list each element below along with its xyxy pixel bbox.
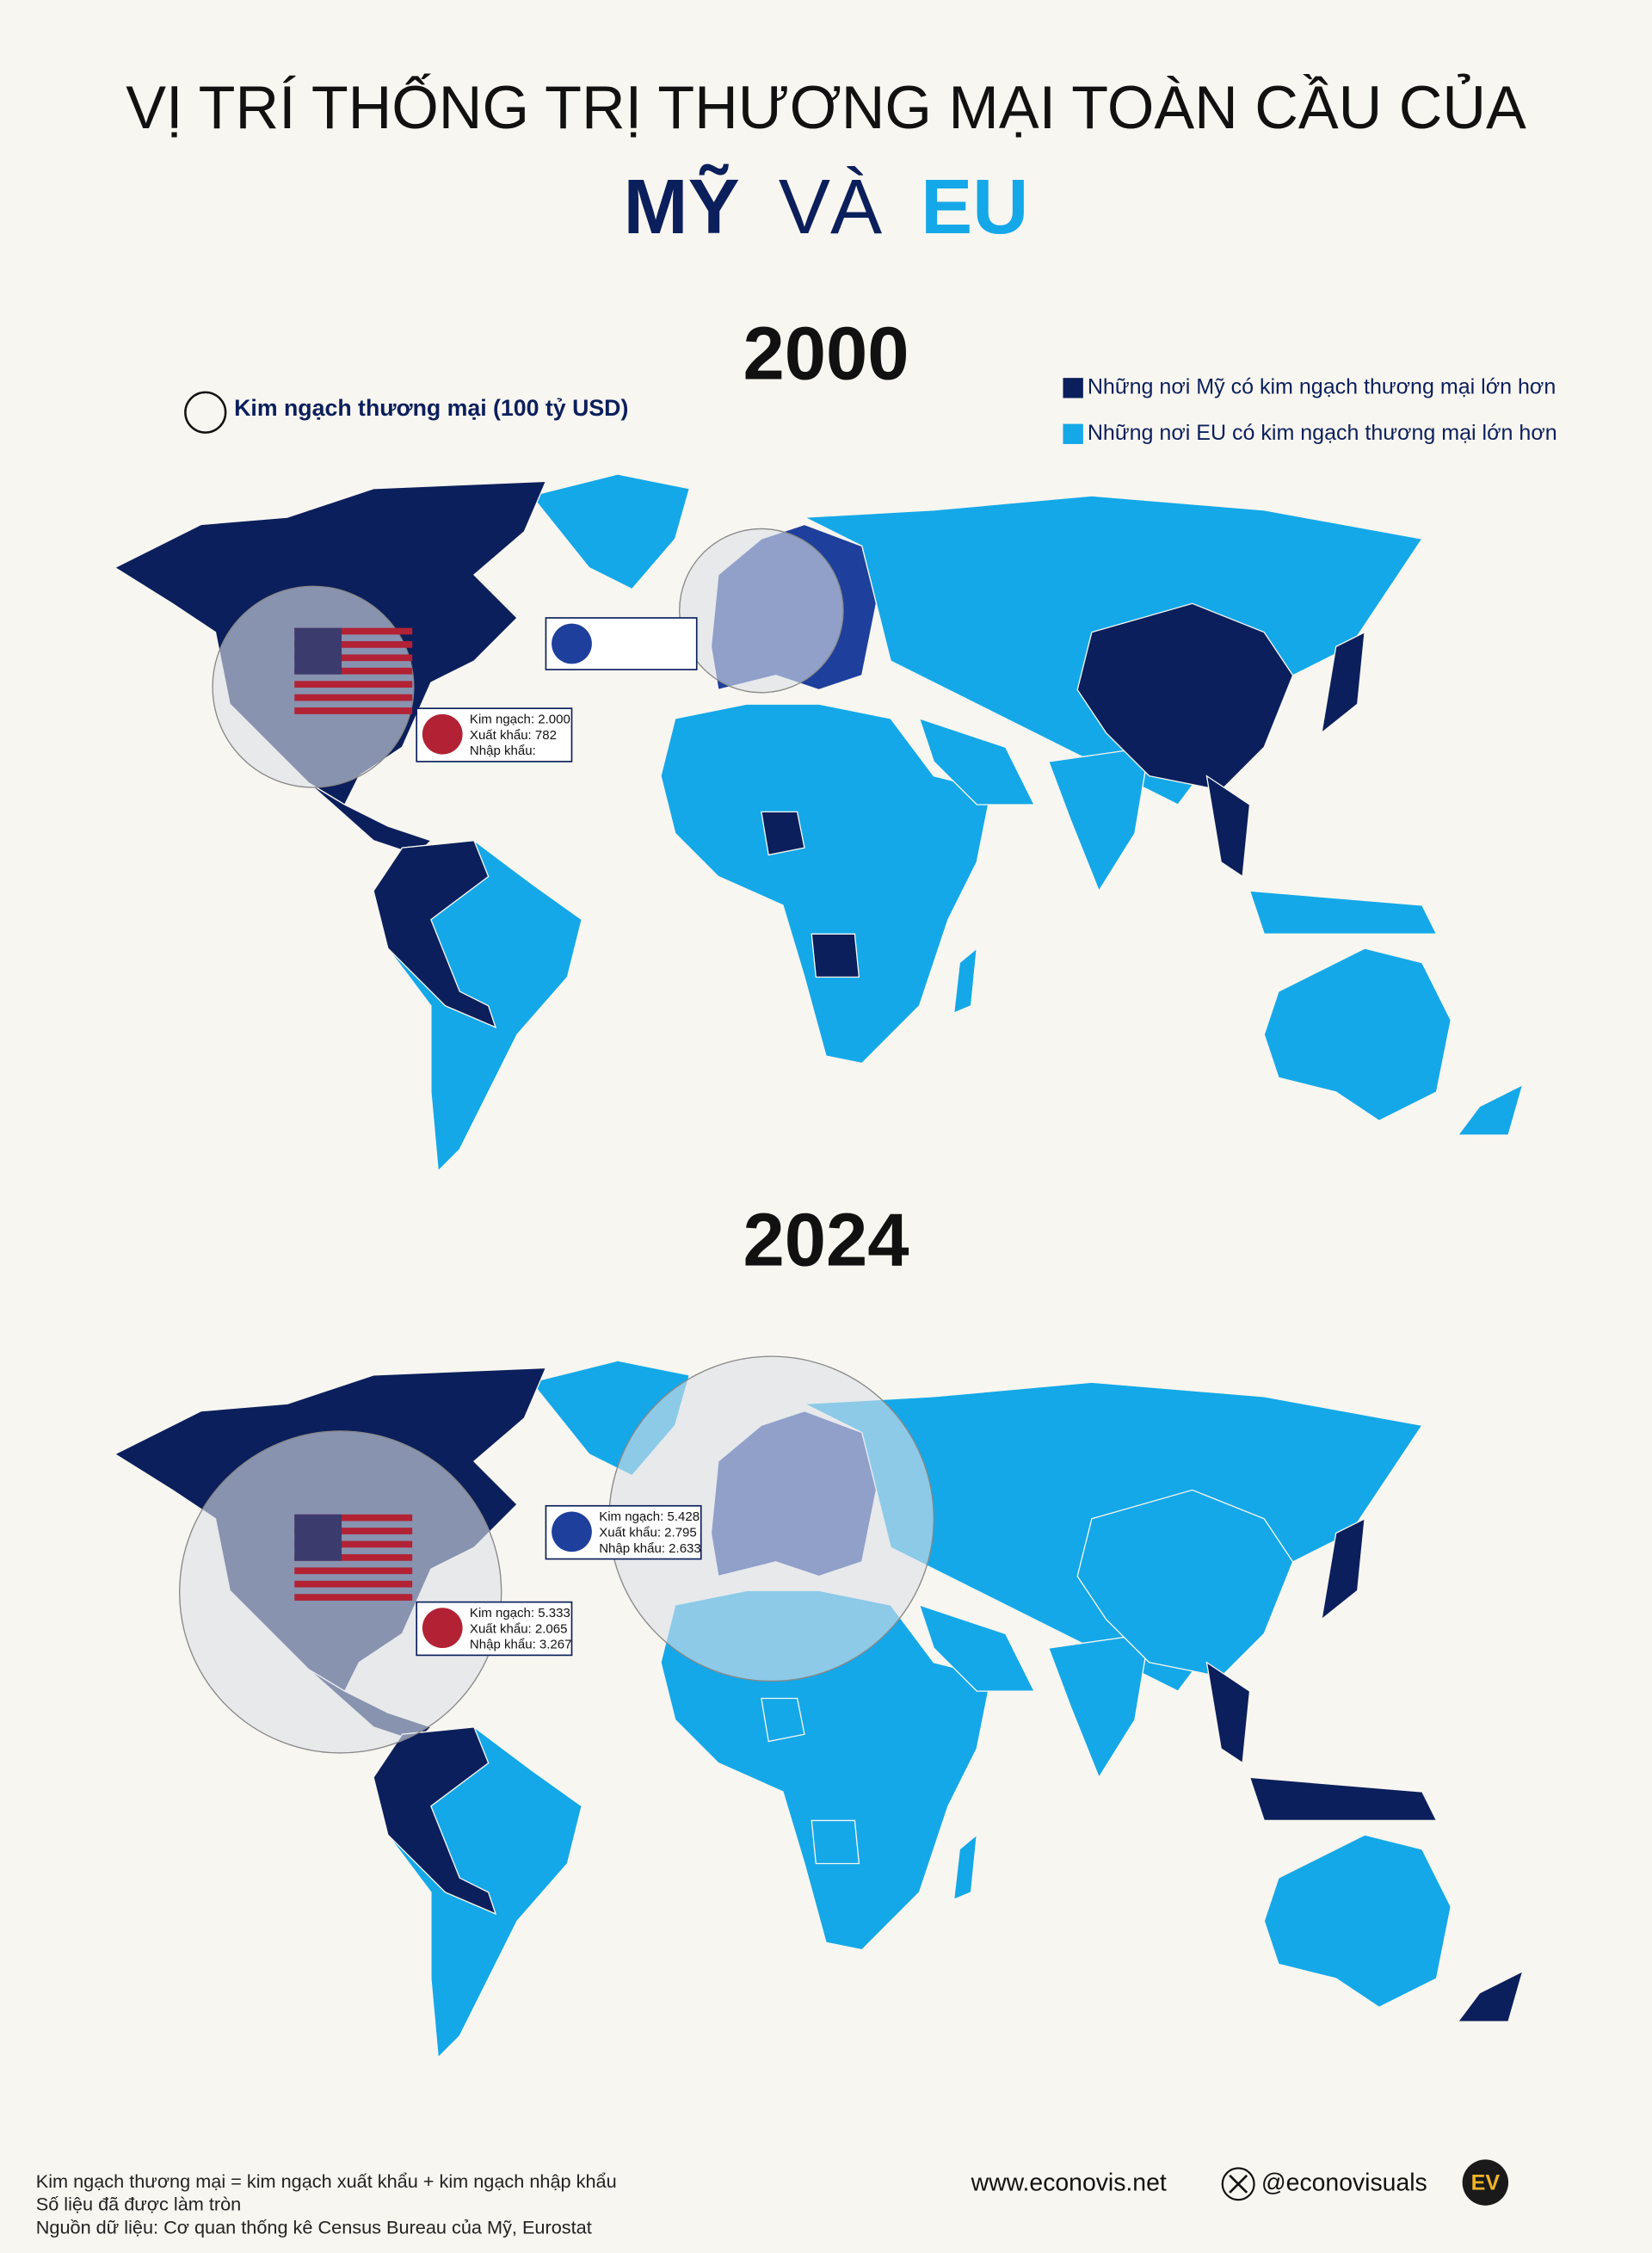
flag-stripe [294, 1540, 413, 1548]
flag-stripe [294, 681, 413, 688]
info-flag [422, 1608, 463, 1649]
title-us: MỸ [624, 164, 740, 250]
country-group [761, 1697, 805, 1743]
country-group [761, 811, 805, 856]
legend-us: Những nơi Mỹ có kim ngạch thương mại lớn… [1088, 374, 1556, 398]
country-group [1321, 1517, 1365, 1621]
eu-flag [552, 623, 592, 664]
flag-stripe [294, 641, 413, 648]
info-line: Xuất khẩu: 2.795 [599, 1525, 697, 1540]
flag-stripe [294, 1528, 413, 1534]
x-icon-mark [1229, 2174, 1248, 2194]
country-group [1076, 1489, 1294, 1678]
flag-stripe [294, 707, 413, 714]
trade-circle [179, 1430, 502, 1754]
country-group [811, 933, 860, 978]
flag-stripe [294, 1567, 413, 1575]
note: Số liệu đã được làm tròn [36, 2194, 242, 2215]
flag-stripe [294, 1554, 413, 1561]
country-group [1248, 1776, 1438, 1822]
flag-stripe [294, 654, 413, 662]
country-group [1248, 890, 1438, 935]
info-line: Nhập khẩu: 2.633 [599, 1541, 701, 1556]
country-group [918, 717, 1036, 806]
size-legend-circle [184, 391, 227, 434]
country-group [660, 703, 992, 1065]
country-group [1263, 1834, 1452, 2009]
country-group [373, 840, 497, 1028]
flag-canton [294, 627, 342, 675]
flag-stripe [294, 627, 413, 635]
country-group [373, 1726, 497, 1916]
size-legend: Kim ngạch thương mại (100 tỷ USD) [234, 395, 628, 421]
flag-stripe [294, 1580, 413, 1588]
country-group [1457, 1970, 1524, 2022]
flag-stripe [294, 1594, 413, 1601]
legend-swatch-eu [1063, 423, 1083, 444]
flag-stripe [294, 1514, 413, 1522]
country-group [1263, 947, 1452, 1122]
flag-stripe [294, 694, 413, 701]
info-line: Kim ngạch: 5.333 [470, 1606, 570, 1620]
year: 2000 [743, 312, 909, 395]
flag-stripe [294, 667, 413, 675]
country-group [918, 1603, 1036, 1692]
note: Kim ngạch thương mại = kim ngạch xuất kh… [36, 2170, 617, 2192]
legend-swatch-us [1063, 378, 1083, 398]
title-eu: EU [921, 164, 1028, 250]
country-group [1457, 1083, 1524, 1136]
country-group [1076, 602, 1294, 792]
country-group [811, 1819, 860, 1865]
info-line: Nhập khẩu: [470, 744, 536, 758]
country-group [952, 1833, 978, 1901]
handle: @econovisuals [1261, 2169, 1427, 2196]
footer-notes: Kim ngạch thương mại = kim ngạch xuất kh… [36, 2170, 617, 2238]
country-group [308, 782, 433, 856]
flag-canton [294, 1514, 342, 1561]
map-regions [114, 473, 1524, 1173]
country-group [1205, 775, 1251, 878]
country-group [1321, 631, 1365, 735]
title-and: VÀ [779, 164, 882, 250]
info-flag [552, 1511, 592, 1552]
year: 2024 [743, 1199, 909, 1282]
legend-eu: Những nơi EU có kim ngạch thương mại lớn… [1088, 421, 1557, 445]
trade-circle [679, 528, 844, 694]
info-line: Xuất khẩu: 2.065 [470, 1621, 568, 1636]
info-line: Nhập khẩu: 3.267 [470, 1638, 572, 1652]
country-group [952, 947, 978, 1015]
website: www.econovis.net [971, 2169, 1167, 2196]
info-flag [422, 713, 463, 755]
note: Nguồn dữ liệu: Cơ quan thống kê Census B… [36, 2216, 592, 2238]
title-line2: MỸ VÀ EU [624, 164, 1029, 250]
logo: EV [1471, 2170, 1501, 2194]
info-line: Xuất khẩu: 782 [470, 728, 557, 743]
info-line: Kim ngạch: 2.000 [470, 712, 570, 726]
title-line1: VỊ TRÍ THỐNG TRỊ THƯƠNG MẠI TOÀN CẦU CỦA [126, 73, 1526, 141]
logo-bg [1462, 2159, 1509, 2206]
x-icon [1221, 2167, 1255, 2201]
country-group [1205, 1661, 1251, 1764]
country-group [530, 473, 691, 590]
map-regions [114, 1355, 1524, 2059]
info-line: Kim ngạch: 5.428 [599, 1509, 700, 1524]
